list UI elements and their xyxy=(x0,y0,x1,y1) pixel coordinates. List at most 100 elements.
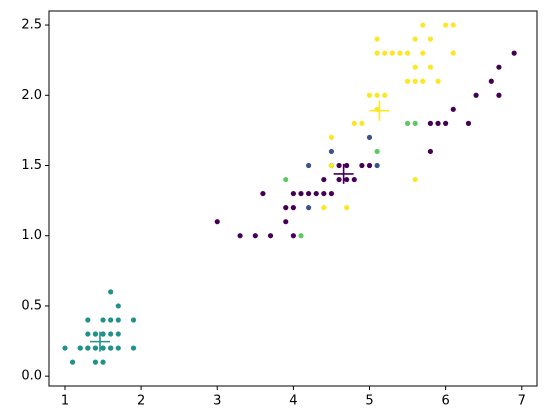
y-tick-label: 2.0 xyxy=(21,88,42,103)
point xyxy=(427,64,434,70)
point xyxy=(450,22,456,28)
point xyxy=(260,190,266,197)
point xyxy=(283,219,289,225)
point xyxy=(374,36,380,42)
point xyxy=(328,190,335,197)
point xyxy=(344,162,350,169)
point xyxy=(359,162,365,169)
point xyxy=(389,50,395,56)
point xyxy=(450,106,456,112)
point xyxy=(427,120,434,126)
point xyxy=(85,331,91,337)
point xyxy=(420,78,426,84)
point xyxy=(412,176,418,183)
point xyxy=(306,190,312,197)
point xyxy=(70,359,76,365)
x-tick-label: 6 xyxy=(442,394,450,409)
point xyxy=(252,233,258,239)
point xyxy=(496,64,502,70)
point xyxy=(404,120,411,126)
point xyxy=(290,190,296,197)
x-tick-label: 4 xyxy=(289,394,297,409)
point xyxy=(321,176,327,183)
point xyxy=(85,317,91,323)
point xyxy=(108,331,114,337)
point xyxy=(328,148,335,155)
point xyxy=(85,345,91,351)
point xyxy=(237,233,243,239)
point xyxy=(511,50,517,56)
x-tick-label: 3 xyxy=(213,394,221,409)
point xyxy=(328,134,335,141)
point xyxy=(443,120,449,126)
point xyxy=(443,22,449,28)
point xyxy=(404,50,411,56)
point xyxy=(450,50,456,56)
point xyxy=(382,50,388,56)
point xyxy=(108,317,114,323)
point xyxy=(306,205,312,211)
point xyxy=(100,331,106,337)
y-tick-label: 0.5 xyxy=(21,298,42,313)
point xyxy=(427,36,434,42)
point xyxy=(336,162,342,169)
x-tick-label: 5 xyxy=(365,394,373,409)
point xyxy=(306,162,312,169)
y-tick-label: 2.5 xyxy=(21,18,42,33)
point xyxy=(100,345,106,351)
point xyxy=(290,205,296,211)
point xyxy=(435,78,441,84)
point xyxy=(336,176,342,183)
point xyxy=(374,148,380,155)
point xyxy=(62,345,68,351)
point xyxy=(420,50,426,56)
x-tick-label: 2 xyxy=(137,394,145,409)
point xyxy=(344,205,350,211)
point xyxy=(351,120,357,126)
x-tick-label: 1 xyxy=(61,394,69,409)
point xyxy=(374,92,380,98)
point xyxy=(328,162,335,169)
point xyxy=(115,345,121,351)
point xyxy=(412,36,418,42)
center-marker xyxy=(369,100,390,121)
point xyxy=(366,92,373,98)
point xyxy=(100,359,106,365)
x-tick-label: 7 xyxy=(518,394,526,409)
point xyxy=(108,289,114,295)
point xyxy=(290,233,296,239)
point xyxy=(321,190,327,197)
point xyxy=(108,345,114,351)
point xyxy=(92,359,99,365)
point xyxy=(100,317,106,323)
point xyxy=(412,120,418,126)
point xyxy=(374,50,380,56)
center-marker xyxy=(333,163,354,184)
y-tick-label: 1.0 xyxy=(21,228,42,243)
point xyxy=(283,205,289,211)
point xyxy=(267,233,274,239)
point xyxy=(359,120,365,126)
point xyxy=(298,233,304,239)
point xyxy=(366,134,373,141)
point xyxy=(130,317,137,323)
point xyxy=(397,50,403,56)
point xyxy=(404,78,411,84)
point xyxy=(344,176,350,183)
point xyxy=(283,176,289,183)
point xyxy=(115,331,121,337)
point xyxy=(488,78,494,84)
point xyxy=(115,303,121,309)
point xyxy=(473,92,479,98)
y-tick-label: 1.5 xyxy=(21,158,42,173)
point xyxy=(298,190,304,197)
point xyxy=(130,345,137,351)
point xyxy=(382,92,388,98)
point xyxy=(420,22,426,28)
point xyxy=(412,78,418,84)
point xyxy=(412,64,418,70)
point xyxy=(321,205,327,211)
point xyxy=(77,345,83,351)
axes-frame xyxy=(48,10,538,387)
